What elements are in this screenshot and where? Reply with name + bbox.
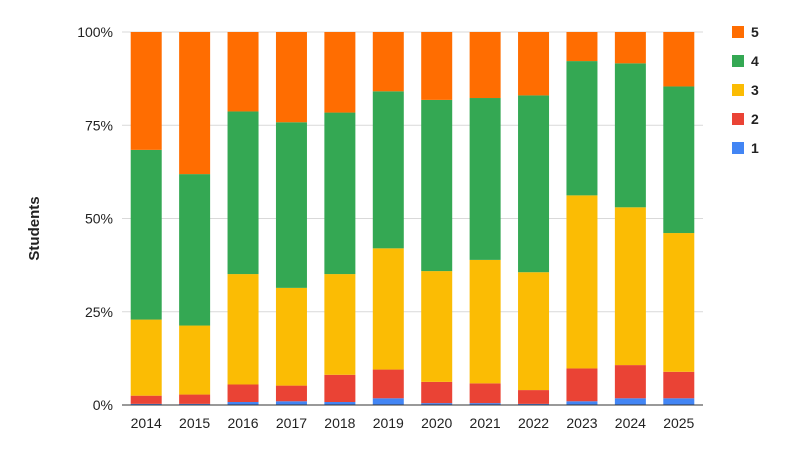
bar-segment — [518, 403, 550, 405]
bar-segment — [324, 274, 356, 375]
bar-segment — [614, 365, 646, 399]
bar-segment — [518, 272, 550, 391]
x-tick-label: 2018 — [324, 415, 355, 431]
legend-swatch — [732, 84, 744, 96]
bar-segment — [614, 398, 646, 405]
bar-segment — [324, 32, 356, 113]
bar-segment — [518, 390, 550, 404]
bar-segment — [179, 325, 211, 395]
legend-swatch — [732, 142, 744, 154]
bar-segment — [566, 195, 598, 369]
bar-segment — [663, 398, 695, 405]
bar-segment — [663, 371, 695, 399]
bar-segment — [372, 32, 404, 92]
bar-segment — [275, 287, 307, 386]
bar-segment — [469, 32, 501, 99]
bar-segment — [663, 32, 695, 87]
bar-segment — [518, 32, 550, 96]
bars — [130, 32, 695, 405]
x-tick-label: 2020 — [421, 415, 452, 431]
bar-segment — [324, 374, 356, 403]
legend: 5 4 3 2 1 — [732, 24, 759, 156]
y-tick-label: 50% — [85, 211, 113, 227]
x-tick-label: 2016 — [227, 415, 258, 431]
bar-segment — [421, 381, 453, 404]
bar-segment — [469, 403, 501, 405]
y-tick-label: 100% — [77, 24, 113, 40]
bar-segment — [275, 385, 307, 402]
bar-segment — [372, 248, 404, 370]
bar-segment — [179, 174, 211, 326]
bar-segment — [566, 32, 598, 62]
y-tick-label: 0% — [93, 397, 113, 413]
bar-segment — [227, 111, 259, 275]
bar-segment — [130, 32, 162, 150]
legend-label: 4 — [751, 53, 759, 69]
bar-segment — [179, 32, 211, 175]
legend-label: 5 — [751, 24, 759, 40]
bar-segment — [663, 86, 695, 234]
x-tick-label: 2017 — [276, 415, 307, 431]
legend-swatch — [732, 26, 744, 38]
bar-segment — [469, 259, 501, 384]
legend-swatch — [732, 113, 744, 125]
x-tick-label: 2015 — [179, 415, 210, 431]
bar-segment — [227, 32, 259, 112]
legend-label: 3 — [751, 82, 759, 98]
legend-swatch — [732, 55, 744, 67]
bar-segment — [614, 32, 646, 64]
bar-segment — [227, 402, 259, 405]
bar-segment — [130, 395, 162, 404]
bar-segment — [179, 403, 211, 405]
bar-segment — [518, 95, 550, 273]
bar-segment — [421, 99, 453, 272]
bar-segment — [421, 403, 453, 405]
bar-segment — [275, 122, 307, 288]
legend-label: 2 — [751, 111, 759, 127]
bar-segment — [469, 98, 501, 260]
bar-segment — [372, 369, 404, 399]
bar-segment — [663, 233, 695, 372]
bar-segment — [372, 398, 404, 405]
bar-segment — [227, 384, 259, 403]
bar-segment — [421, 32, 453, 100]
y-axis-title: Students — [26, 196, 43, 260]
x-tick-label: 2021 — [470, 415, 501, 431]
x-tick-label: 2022 — [518, 415, 549, 431]
bar-segment — [130, 403, 162, 405]
bar-segment — [227, 274, 259, 385]
axes: 0% 25% 50% 75% 100% 2014 2015 2016 2017 2018 2019 2… — [77, 24, 703, 431]
x-tick-label: 2024 — [615, 415, 646, 431]
x-tick-label: 2025 — [663, 415, 694, 431]
y-tick-label: 25% — [85, 304, 113, 320]
x-tick-label: 2014 — [131, 415, 162, 431]
bar-segment — [566, 61, 598, 196]
gridlines — [122, 31, 703, 313]
bar-segment — [469, 383, 501, 404]
bar-segment — [130, 319, 162, 396]
bar-segment — [372, 91, 404, 249]
y-tick-label: 75% — [85, 117, 113, 133]
bar-segment — [614, 63, 646, 208]
bar-segment — [130, 149, 162, 320]
bar-segment — [614, 207, 646, 366]
bar-segment — [324, 112, 356, 275]
bar-segment — [275, 32, 307, 123]
bar-segment — [275, 401, 307, 405]
x-tick-label: 2019 — [373, 415, 404, 431]
bar-segment — [324, 402, 356, 405]
x-tick-label: 2023 — [566, 415, 597, 431]
bar-segment — [566, 401, 598, 405]
bar-segment — [566, 368, 598, 402]
legend-label: 1 — [751, 140, 759, 156]
bar-segment — [179, 394, 211, 404]
bar-segment — [421, 271, 453, 382]
